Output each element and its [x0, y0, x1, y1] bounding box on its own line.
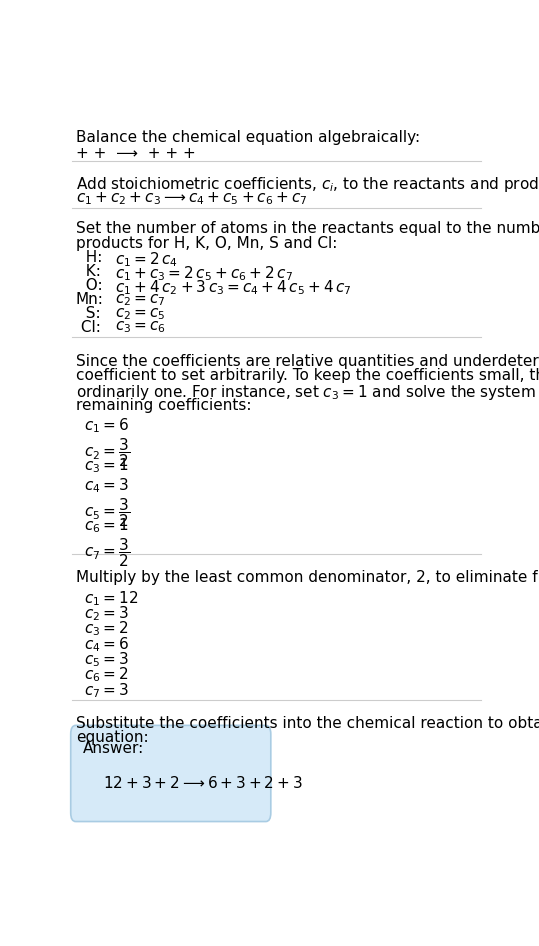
- Text: $c_4 = 6$: $c_4 = 6$: [84, 635, 129, 654]
- Text: Add stoichiometric coefficients, $c_i$, to the reactants and products:: Add stoichiometric coefficients, $c_i$, …: [75, 175, 539, 194]
- Text: $c_5 = 3$: $c_5 = 3$: [84, 650, 129, 669]
- Text: $c_1 + 4\,c_2 + 3\,c_3 = c_4 + 4\,c_5 + 4\,c_7$: $c_1 + 4\,c_2 + 3\,c_3 = c_4 + 4\,c_5 + …: [115, 278, 352, 297]
- Text: Set the number of atoms in the reactants equal to the number of atoms in the: Set the number of atoms in the reactants…: [75, 221, 539, 236]
- Text: Cl:: Cl:: [75, 320, 101, 335]
- Text: $c_1 + c_2 + c_3 \longrightarrow c_4 + c_5 + c_6 + c_7$: $c_1 + c_2 + c_3 \longrightarrow c_4 + c…: [75, 191, 307, 207]
- Text: $c_2 = 3$: $c_2 = 3$: [84, 604, 129, 623]
- Text: $c_3 = 1$: $c_3 = 1$: [84, 456, 129, 475]
- Text: + +  ⟶  + + +: + + ⟶ + + +: [75, 146, 196, 161]
- Text: O:: O:: [75, 278, 102, 293]
- Text: coefficient to set arbitrarily. To keep the coefficients small, the arbitrary va: coefficient to set arbitrarily. To keep …: [75, 368, 539, 383]
- Text: $c_2 = \dfrac{3}{2}$: $c_2 = \dfrac{3}{2}$: [84, 436, 130, 468]
- Text: $c_3 = 2$: $c_3 = 2$: [84, 620, 129, 639]
- Text: S:: S:: [75, 306, 100, 321]
- Text: $c_4 = 3$: $c_4 = 3$: [84, 476, 129, 495]
- Text: $c_1 = 6$: $c_1 = 6$: [84, 416, 129, 434]
- Text: $c_3 = c_6$: $c_3 = c_6$: [115, 320, 166, 336]
- FancyBboxPatch shape: [71, 726, 271, 821]
- Text: Since the coefficients are relative quantities and underdetermined, choose a: Since the coefficients are relative quan…: [75, 354, 539, 369]
- Text: products for H, K, O, Mn, S and Cl:: products for H, K, O, Mn, S and Cl:: [75, 236, 337, 251]
- Text: remaining coefficients:: remaining coefficients:: [75, 397, 251, 412]
- Text: H:: H:: [75, 251, 102, 266]
- Text: $c_1 + c_3 = 2\,c_5 + c_6 + 2\,c_7$: $c_1 + c_3 = 2\,c_5 + c_6 + 2\,c_7$: [115, 264, 293, 283]
- Text: Substitute the coefficients into the chemical reaction to obtain the balanced: Substitute the coefficients into the che…: [75, 716, 539, 731]
- Text: $c_2 = c_5$: $c_2 = c_5$: [115, 306, 166, 322]
- Text: $c_1 = 12$: $c_1 = 12$: [84, 589, 139, 608]
- Text: $c_2 = c_7$: $c_2 = c_7$: [115, 292, 166, 307]
- Text: $12 + 3 + 2 \longrightarrow 6 + 3 + 2 + 3$: $12 + 3 + 2 \longrightarrow 6 + 3 + 2 + …: [103, 775, 303, 791]
- Text: $c_5 = \dfrac{3}{2}$: $c_5 = \dfrac{3}{2}$: [84, 496, 130, 529]
- Text: Answer:: Answer:: [83, 742, 144, 757]
- Text: Balance the chemical equation algebraically:: Balance the chemical equation algebraica…: [75, 130, 420, 145]
- Text: ordinarily one. For instance, set $c_3 = 1$ and solve the system of equations fo: ordinarily one. For instance, set $c_3 =…: [75, 383, 539, 402]
- Text: Multiply by the least common denominator, 2, to eliminate fractional coefficient: Multiply by the least common denominator…: [75, 570, 539, 586]
- Text: equation:: equation:: [75, 730, 148, 745]
- Text: Mn:: Mn:: [75, 292, 103, 307]
- Text: K:: K:: [75, 264, 101, 279]
- Text: $c_6 = 1$: $c_6 = 1$: [84, 516, 129, 534]
- Text: $c_1 = 2\,c_4$: $c_1 = 2\,c_4$: [115, 251, 178, 270]
- Text: $c_7 = \dfrac{3}{2}$: $c_7 = \dfrac{3}{2}$: [84, 536, 130, 569]
- Text: $c_6 = 2$: $c_6 = 2$: [84, 666, 129, 684]
- Text: $c_7 = 3$: $c_7 = 3$: [84, 681, 129, 700]
